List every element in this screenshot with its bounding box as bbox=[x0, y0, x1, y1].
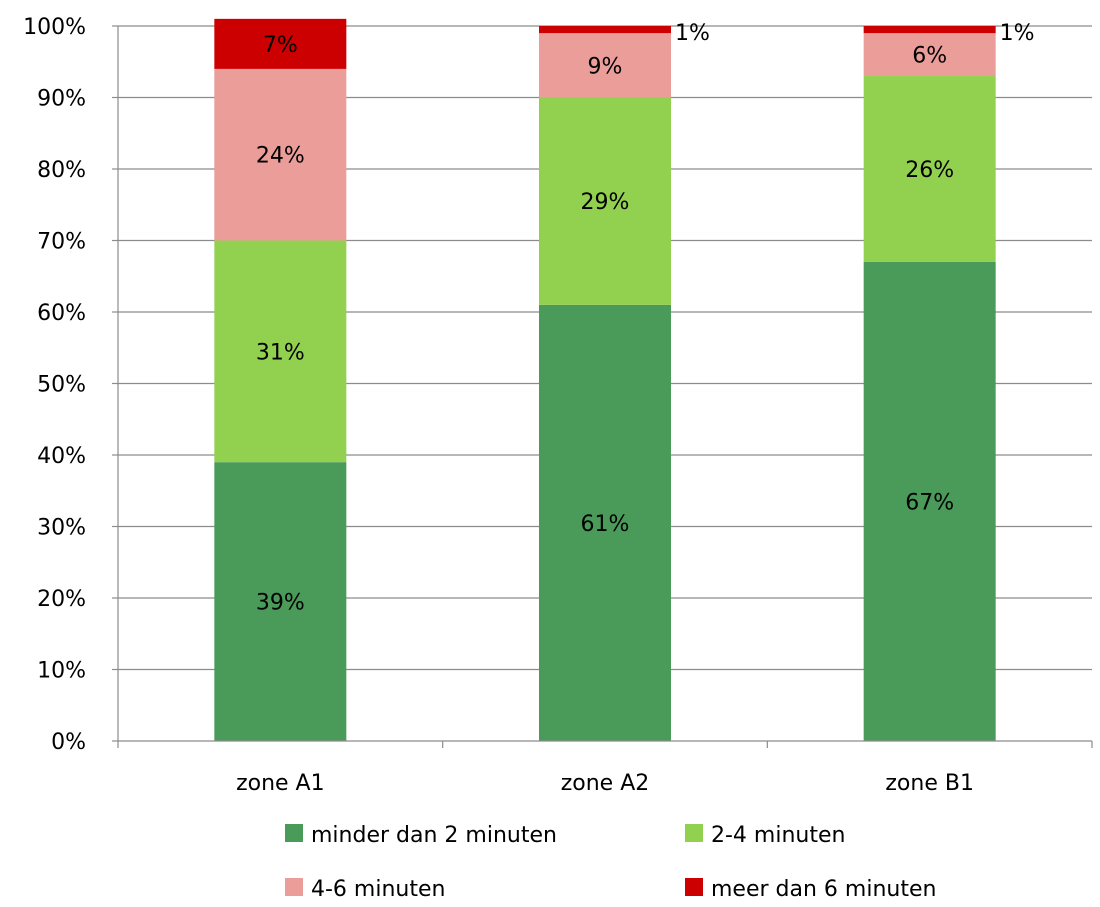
bar-segment bbox=[539, 304, 671, 741]
data-label: 26% bbox=[905, 158, 954, 183]
legend: minder dan 2 minuten 2-4 minuten 4-6 minut… bbox=[285, 823, 936, 902]
bar-segment bbox=[214, 18, 347, 69]
y-tick-label: 100% bbox=[23, 15, 86, 40]
bar-segment bbox=[214, 68, 347, 241]
data-label: 29% bbox=[581, 190, 630, 215]
legend-swatch bbox=[685, 824, 703, 842]
data-label: 9% bbox=[588, 54, 623, 79]
bar-segment bbox=[539, 33, 671, 98]
y-tick-label: 70% bbox=[37, 230, 86, 255]
data-label: 61% bbox=[581, 512, 630, 537]
legend-label: 4-6 minuten bbox=[311, 877, 445, 902]
data-label: 1% bbox=[675, 21, 710, 46]
bar-segment bbox=[863, 76, 996, 262]
legend-label: meer dan 6 minuten bbox=[711, 877, 936, 902]
x-axis: zone A1 zone A2 zone B1 bbox=[117, 740, 1093, 796]
bar-segment bbox=[539, 97, 671, 305]
y-tick-label: 20% bbox=[37, 587, 86, 612]
legend-swatch bbox=[285, 824, 303, 842]
bar-segment bbox=[863, 33, 996, 77]
data-label: 7% bbox=[263, 33, 298, 58]
y-tick-label: 30% bbox=[37, 516, 86, 541]
legend-swatch bbox=[685, 878, 703, 896]
y-axis: 0% 10% 20% 30% 40% 50% 60% 70% 80% 90% 100% bbox=[23, 15, 119, 755]
data-label: 6% bbox=[912, 44, 947, 69]
data-label: 39% bbox=[256, 591, 305, 616]
y-tick-label: 60% bbox=[37, 301, 86, 326]
y-tick-label: 0% bbox=[51, 730, 86, 755]
legend-label: minder dan 2 minuten bbox=[311, 823, 557, 848]
legend-swatch bbox=[285, 878, 303, 896]
y-tick-label: 80% bbox=[37, 158, 86, 183]
y-tick-label: 40% bbox=[37, 444, 86, 469]
data-label: 1% bbox=[1000, 21, 1035, 46]
y-tick-label: 50% bbox=[37, 373, 86, 398]
bar-segment bbox=[863, 261, 996, 741]
y-tick-label: 90% bbox=[37, 87, 86, 112]
x-tick-label: zone A1 bbox=[236, 771, 325, 796]
bar-segment bbox=[214, 240, 347, 463]
legend-label: 2-4 minuten bbox=[711, 823, 845, 848]
x-tick-label: zone B1 bbox=[885, 771, 974, 796]
bars: 39% 31% 24% 7% 61% 29% 9% 1% 67% 26% 6% 1% bbox=[214, 18, 1035, 741]
data-label: 67% bbox=[905, 490, 954, 515]
bar-segment bbox=[539, 26, 671, 34]
bar-segment bbox=[214, 462, 347, 741]
bar-segment bbox=[863, 26, 996, 34]
data-label: 31% bbox=[256, 340, 305, 365]
x-tick-label: zone A2 bbox=[561, 771, 650, 796]
data-label: 24% bbox=[256, 144, 305, 169]
y-tick-label: 10% bbox=[37, 659, 86, 684]
